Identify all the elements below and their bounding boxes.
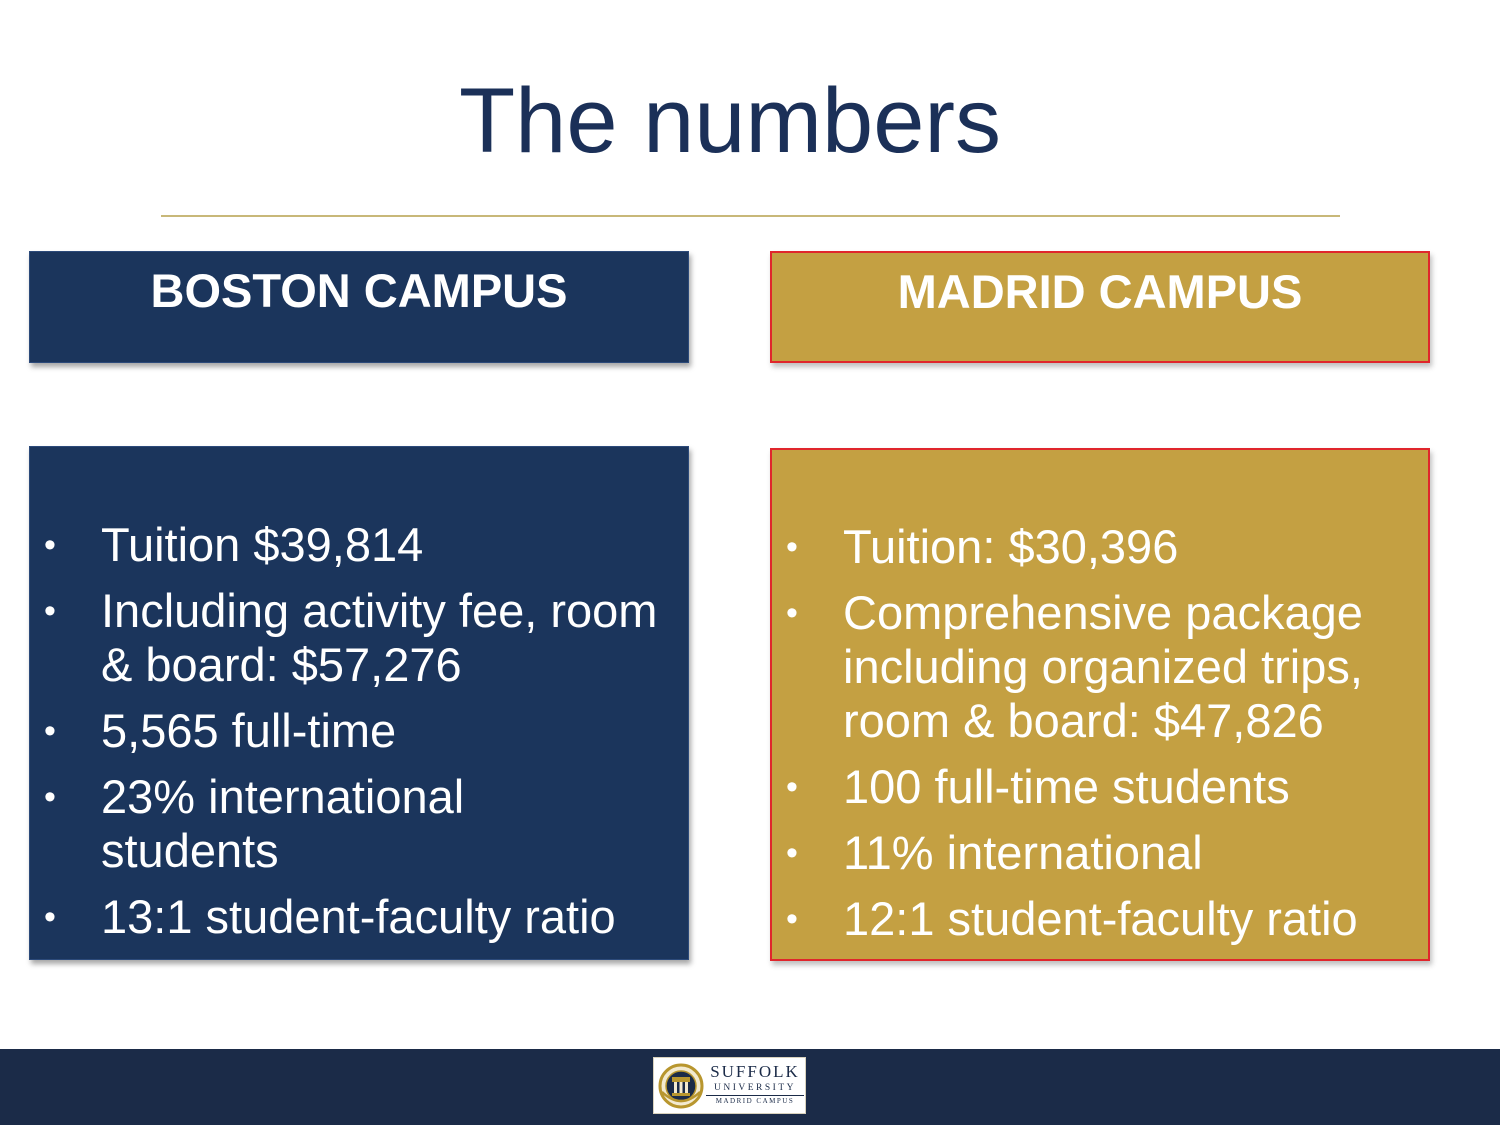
madrid-campus-header-label: MADRID CAMPUS [897,265,1303,318]
boston-campus-details: • Tuition $39,814 • Including activity fee… [29,446,689,960]
bullet-icon: • [786,528,798,566]
madrid-campus-details: • Tuition: $30,396 • Comprehensive package… [770,448,1430,961]
list-item: • 100 full-time students [772,760,1428,814]
boston-total-cost: Including activity fee, room & board: $5… [101,584,658,691]
list-item: • 13:1 student-faculty ratio [30,890,688,944]
madrid-campus-header: MADRID CAMPUS [770,251,1430,363]
logo-wordmark: SUFFOLK UNIVERSITY MADRID CAMPUS [706,1062,804,1107]
title-divider [161,215,1340,217]
boston-ratio: 13:1 student-faculty ratio [101,890,616,943]
bullet-icon: • [786,834,798,872]
list-item: • 5,565 full-time [30,704,688,758]
list-item: • Tuition $39,814 [30,518,688,572]
boston-enrollment: 5,565 full-time [101,704,397,757]
madrid-tuition: Tuition: $30,396 [843,520,1179,573]
bullet-icon: • [786,768,798,806]
logo-name: SUFFOLK [710,1062,800,1081]
bullet-icon: • [44,712,56,750]
list-item: • Tuition: $30,396 [772,520,1428,574]
boston-international: 23% international students [101,770,465,877]
bullet-icon: • [44,778,56,816]
madrid-bullet-list: • Tuition: $30,396 • Comprehensive package… [772,520,1428,958]
bullet-icon: • [786,900,798,938]
boston-bullet-list: • Tuition $39,814 • Including activity fee… [30,518,688,956]
university-seal-icon [658,1063,704,1109]
bullet-icon: • [44,526,56,564]
list-item: • 12:1 student-faculty ratio [772,892,1428,946]
bullet-icon: • [44,592,56,630]
madrid-ratio: 12:1 student-faculty ratio [843,892,1358,945]
slide-title: The numbers [458,70,1002,172]
logo-subtitle: UNIVERSITY [706,1082,804,1096]
bullet-icon: • [44,898,56,936]
logo-campus: MADRID CAMPUS [715,1097,795,1105]
boston-campus-header: BOSTON CAMPUS [29,251,689,363]
boston-campus-header-label: BOSTON CAMPUS [150,264,568,317]
madrid-enrollment: 100 full-time students [843,760,1290,813]
madrid-international: 11% international [843,826,1203,879]
list-item: • 11% international [772,826,1428,880]
bullet-icon: • [786,594,798,632]
boston-tuition: Tuition $39,814 [101,518,424,571]
list-item: • Comprehensive package including organiz… [772,586,1423,748]
madrid-package-cost: Comprehensive package including organize… [843,586,1363,747]
list-item: • 23% international students [30,770,541,878]
suffolk-logo: SUFFOLK UNIVERSITY MADRID CAMPUS [653,1057,806,1114]
list-item: • Including activity fee, room & board: $… [30,584,661,692]
